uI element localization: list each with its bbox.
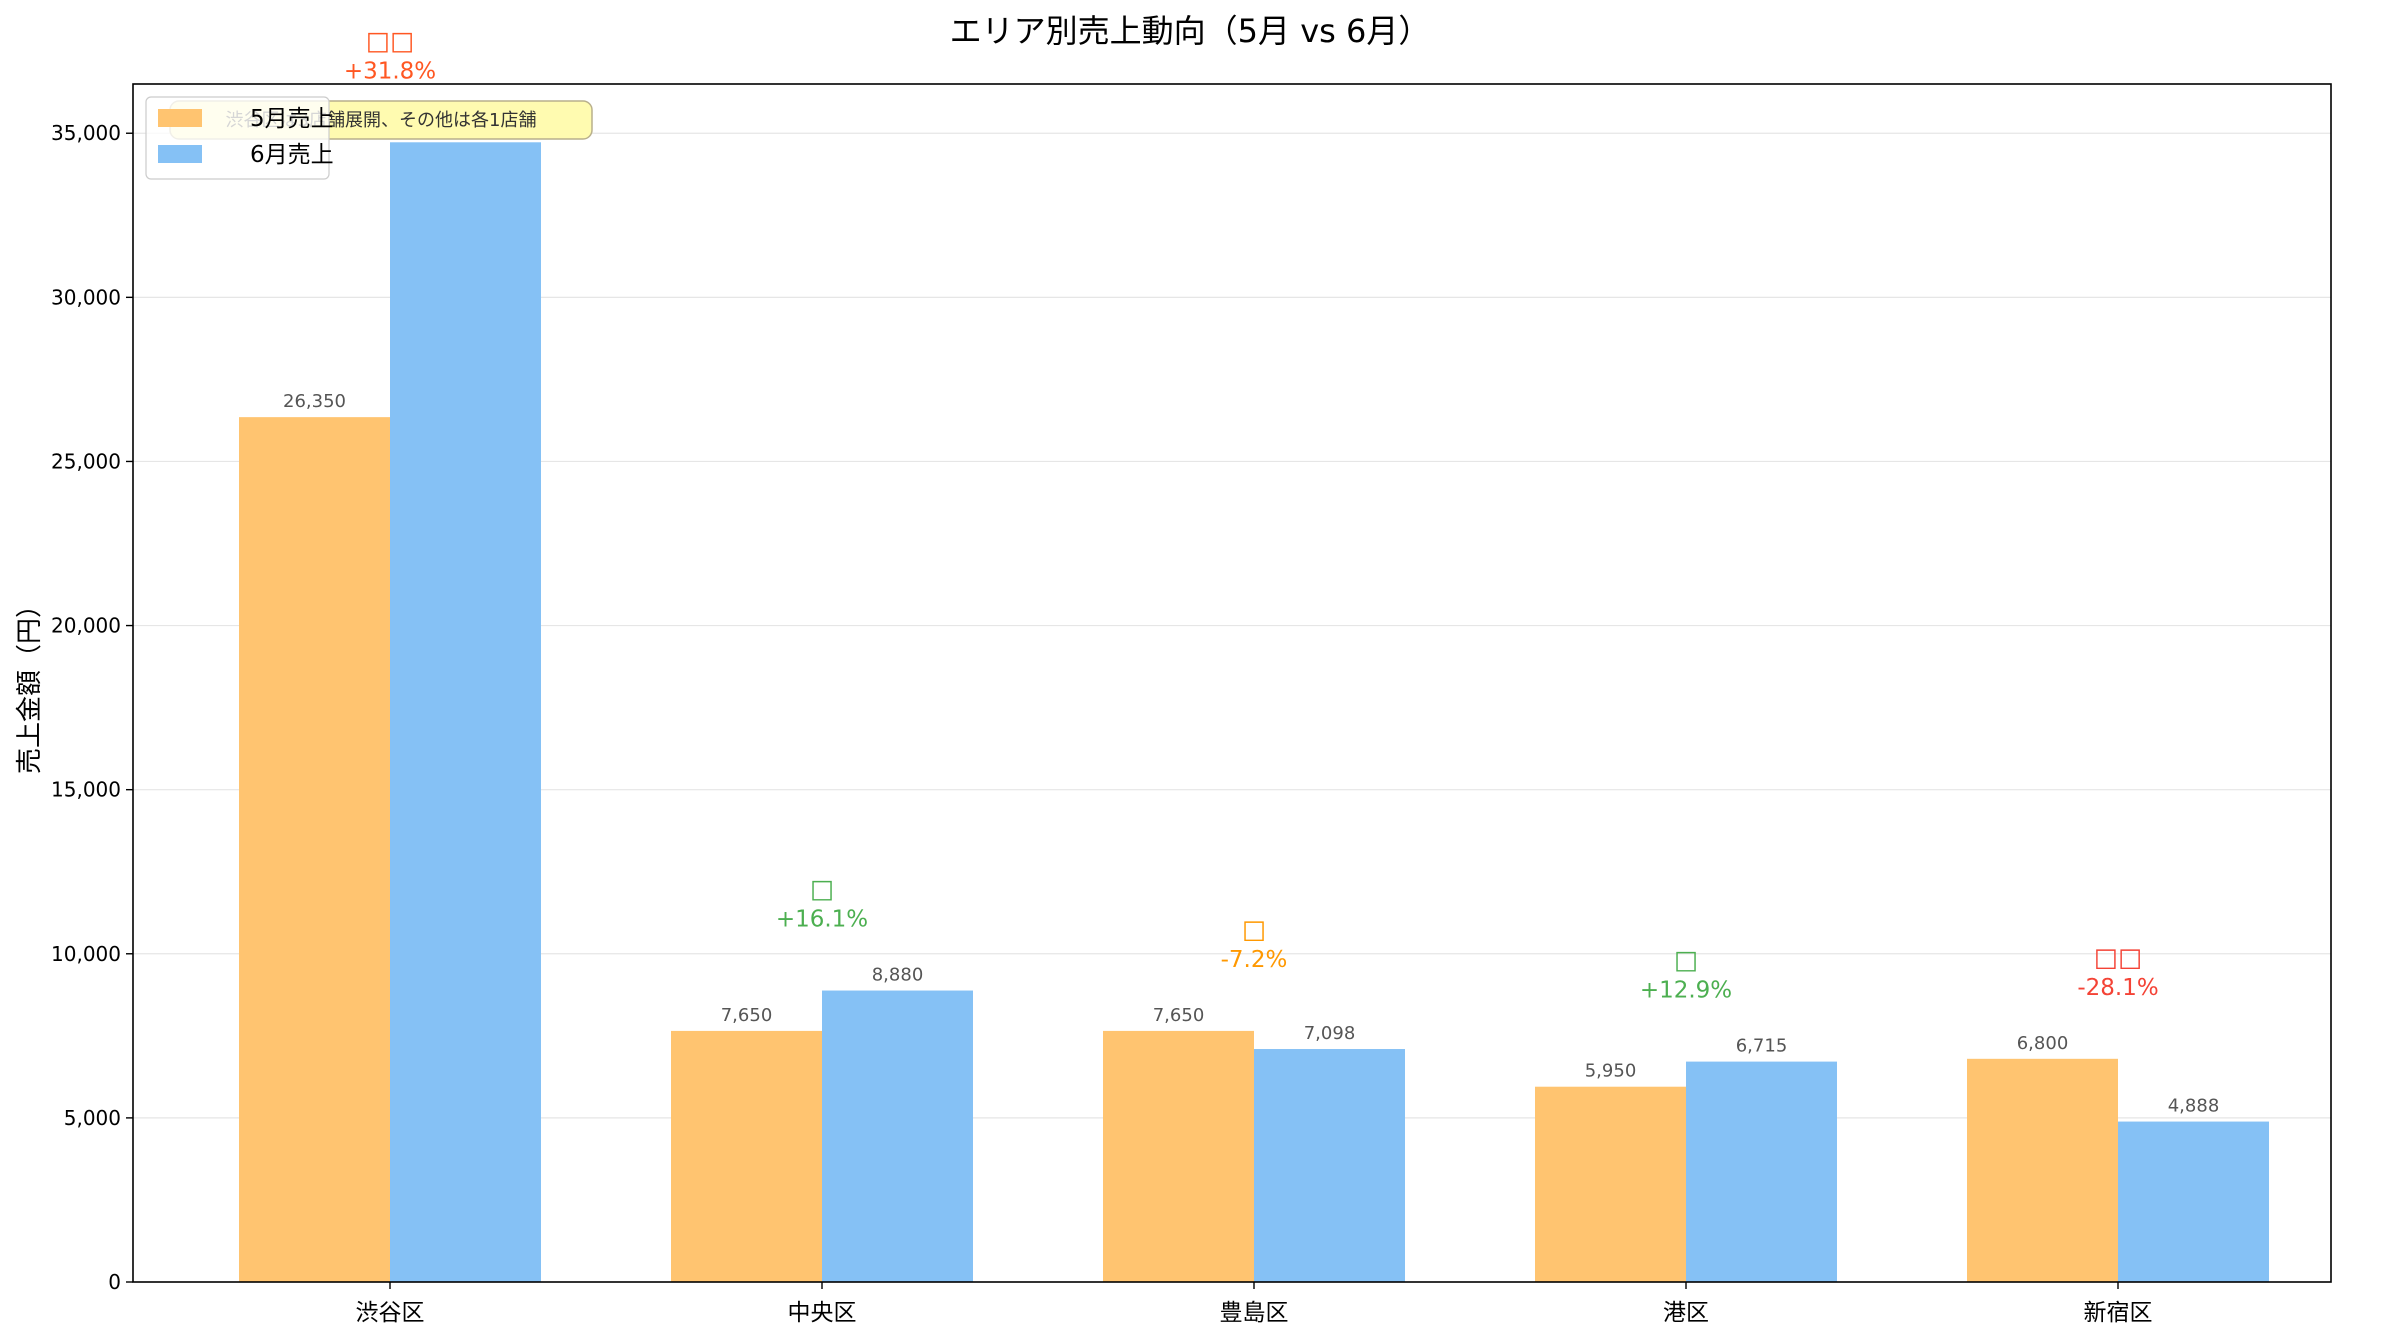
x-tick-label: 豊島区 — [1220, 1300, 1289, 1326]
legend: 5月売上 6月売上 — [145, 96, 334, 180]
change-indicator-icon: ☐ — [1242, 917, 1266, 948]
change-percent-label: +31.8% — [344, 58, 436, 84]
y-tick-label: 0 — [108, 1270, 121, 1294]
bar-value-label: 8,880 — [872, 965, 924, 986]
change-indicator-icon: ☐☐ — [366, 28, 414, 59]
bar-value-label: 7,650 — [721, 1005, 773, 1026]
bar-june — [1254, 1049, 1405, 1282]
legend-swatch-may — [158, 109, 202, 127]
bar-value-label: 6,800 — [2017, 1033, 2069, 1054]
bar-june — [822, 990, 973, 1282]
chart-title: エリア別売上動向（5月 vs 6月） — [950, 12, 1431, 50]
bar-value-label: 26,350 — [283, 391, 346, 412]
y-tick-label: 30,000 — [51, 285, 121, 309]
x-tick-label: 港区 — [1663, 1300, 1709, 1326]
x-tick-label: 渋谷区 — [356, 1300, 425, 1326]
y-tick-label: 25,000 — [51, 449, 121, 473]
change-percent-label: -28.1% — [2077, 975, 2158, 1001]
bar-may — [671, 1030, 822, 1282]
bar-value-label: 4,888 — [2168, 1096, 2220, 1117]
change-indicator-icon: ☐☐ — [2094, 945, 2142, 976]
bar-may — [1103, 1030, 1254, 1282]
bar-value-label: 6,715 — [1736, 1036, 1788, 1057]
x-tick-label: 新宿区 — [2084, 1300, 2153, 1326]
change-percent-label: -7.2% — [1221, 947, 1288, 973]
legend-label-june: 6月売上 — [250, 142, 334, 168]
y-tick-label: 15,000 — [51, 778, 121, 802]
y-tick-label: 20,000 — [51, 614, 121, 638]
y-tick-label: 5,000 — [64, 1106, 121, 1130]
change-indicator-icon: ☐ — [1674, 948, 1698, 979]
y-axis-label: 売上金額（円） — [15, 592, 45, 774]
bar-may — [1535, 1086, 1686, 1282]
plot-area-frame — [132, 83, 2332, 1283]
bar-june — [1686, 1061, 1837, 1282]
y-tick-label: 10,000 — [51, 942, 121, 966]
bar-value-label: 5,950 — [1585, 1061, 1637, 1082]
x-tick-label: 中央区 — [788, 1300, 857, 1326]
legend-swatch-june — [158, 145, 202, 163]
change-percent-label: +12.9% — [1640, 978, 1732, 1004]
legend-label-may: 5月売上 — [250, 106, 334, 132]
bar-may — [1967, 1058, 2118, 1282]
change-percent-label: +16.1% — [776, 907, 868, 933]
y-tick-label: 35,000 — [51, 121, 121, 145]
change-indicator-icon: ☐ — [810, 877, 834, 908]
bar-value-label: 7,098 — [1304, 1023, 1356, 1044]
bar-value-label: 7,650 — [1153, 1005, 1205, 1026]
bar-june — [390, 142, 541, 1282]
bar-june — [2118, 1121, 2269, 1282]
bar-may — [239, 417, 390, 1282]
